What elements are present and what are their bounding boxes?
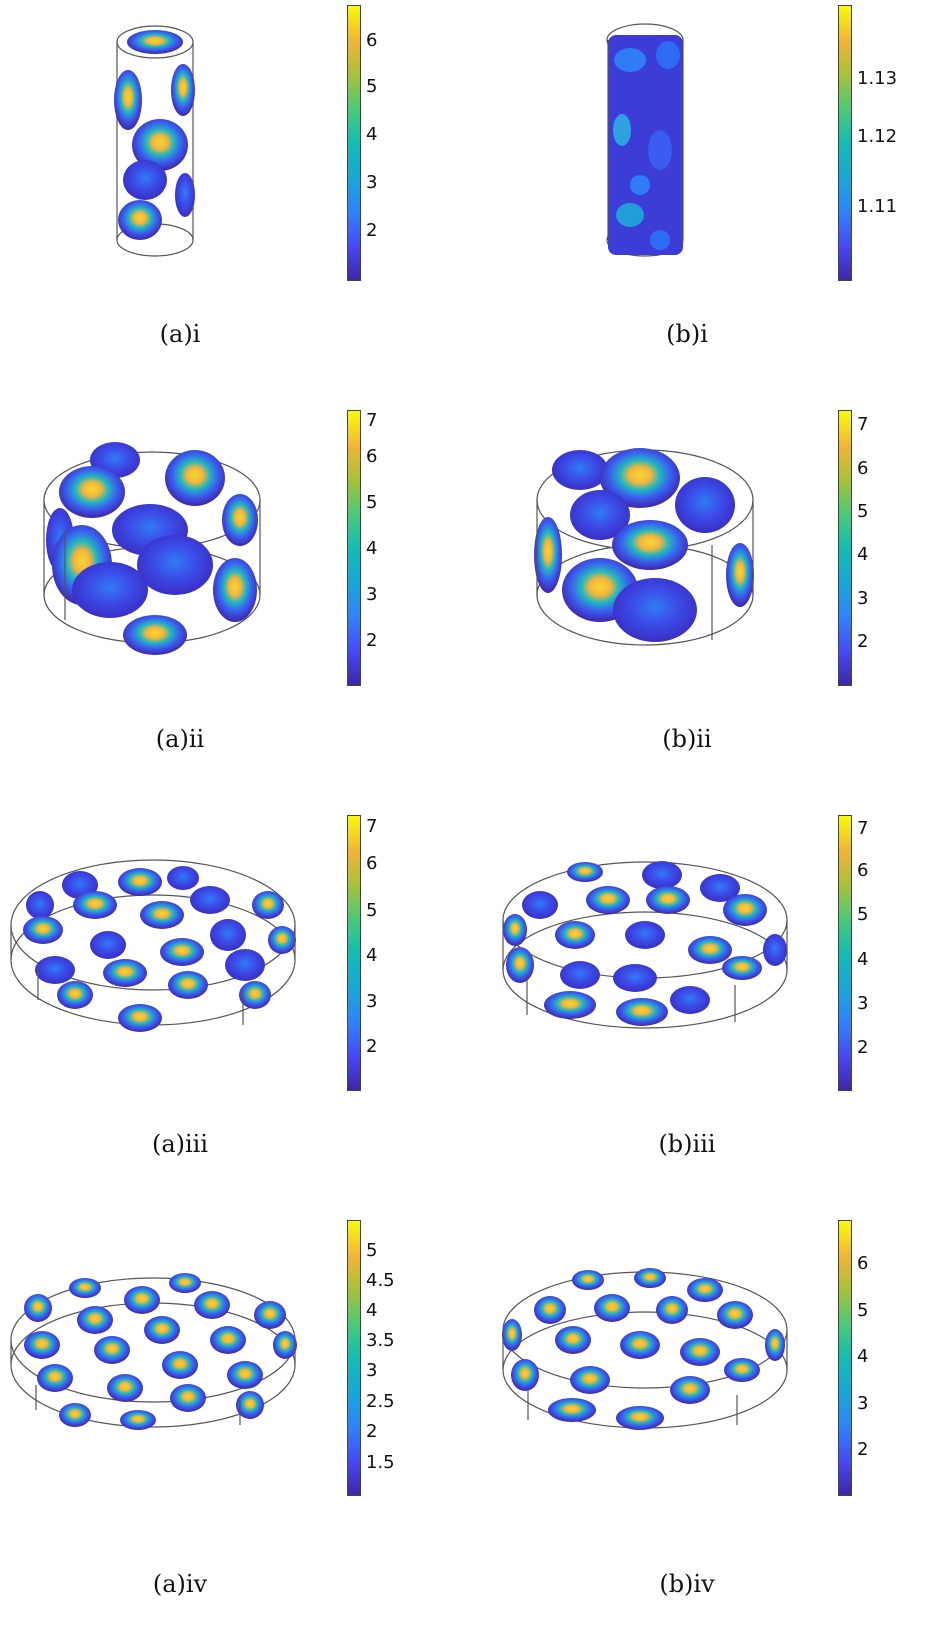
tick-label: 5 — [857, 904, 869, 925]
colorbar — [347, 410, 361, 686]
cylinder-render — [114, 25, 195, 257]
tick-label: 2 — [857, 1439, 869, 1460]
tick-label: 7 — [366, 816, 378, 837]
tick-label: 2 — [857, 1037, 869, 1058]
cylinder-render — [606, 23, 684, 257]
tick-label: 6 — [366, 30, 378, 51]
tick-label: 6 — [366, 446, 378, 467]
tick-label: 2 — [366, 1036, 378, 1057]
tick-label: 3.5 — [366, 1330, 395, 1351]
tick-label: 2 — [366, 1421, 378, 1442]
colorbar — [838, 1220, 852, 1496]
cylinder-render — [43, 442, 261, 655]
colorbar — [347, 815, 361, 1091]
tick-label: 7 — [366, 410, 378, 431]
thin-disk-render — [10, 1273, 297, 1430]
colorbar — [347, 5, 361, 281]
tick-label: 1.11 — [857, 196, 898, 217]
tick-label: 5 — [857, 501, 869, 522]
tick-label: 3 — [366, 1360, 378, 1381]
tick-label: 1.5 — [366, 1452, 395, 1473]
tick-label: 5 — [366, 76, 378, 97]
tick-label: 4 — [857, 1346, 869, 1367]
tick-label: 6 — [857, 1253, 869, 1274]
tick-label: 4 — [366, 1300, 378, 1321]
tick-label: 3 — [366, 584, 378, 605]
tick-label: 3 — [366, 991, 378, 1012]
tick-label: 5 — [366, 492, 378, 513]
panel-caption: (b)iii — [658, 1130, 716, 1158]
tick-label: 6 — [366, 853, 378, 874]
tick-label: 1.12 — [857, 126, 898, 147]
tick-label: 2.5 — [366, 1391, 395, 1412]
panel-caption: (a)i — [159, 320, 201, 348]
disk-render — [502, 861, 788, 1029]
tick-label: 6 — [857, 860, 869, 881]
panel-caption: (a)iv — [152, 1570, 208, 1598]
tick-label: 5 — [857, 1300, 869, 1321]
panel-caption: (b)i — [666, 320, 708, 348]
disk-render — [10, 859, 296, 1032]
tick-label: 6 — [857, 458, 869, 479]
tick-label: 4.5 — [366, 1270, 395, 1291]
tick-label: 2 — [366, 630, 378, 651]
tick-label: 4 — [366, 945, 378, 966]
tick-label: 4 — [366, 124, 378, 145]
tick-label: 5 — [366, 900, 378, 921]
colorbar — [838, 815, 852, 1091]
colorbar — [347, 1220, 361, 1496]
tick-label: 5 — [366, 1240, 378, 1261]
panel-caption: (b)ii — [662, 725, 712, 753]
colorbar — [838, 410, 852, 686]
tick-label: 1.13 — [857, 68, 898, 89]
tick-label: 4 — [857, 949, 869, 970]
cylinder-render — [534, 448, 754, 646]
tick-label: 4 — [366, 538, 378, 559]
tick-label: 3 — [857, 993, 869, 1014]
panel-caption: (a)iii — [151, 1130, 209, 1158]
tick-label: 3 — [857, 588, 869, 609]
tick-label: 4 — [857, 544, 869, 565]
tick-label: 7 — [857, 818, 869, 839]
thin-disk-render — [502, 1268, 788, 1430]
tick-label: 7 — [857, 414, 869, 435]
panel-caption: (b)iv — [659, 1570, 715, 1598]
tick-label: 3 — [857, 1393, 869, 1414]
colorbar — [838, 5, 852, 281]
tick-label: 3 — [366, 172, 378, 193]
tick-label: 2 — [857, 631, 869, 652]
panel-caption: (a)ii — [155, 725, 205, 753]
tick-label: 2 — [366, 220, 378, 241]
